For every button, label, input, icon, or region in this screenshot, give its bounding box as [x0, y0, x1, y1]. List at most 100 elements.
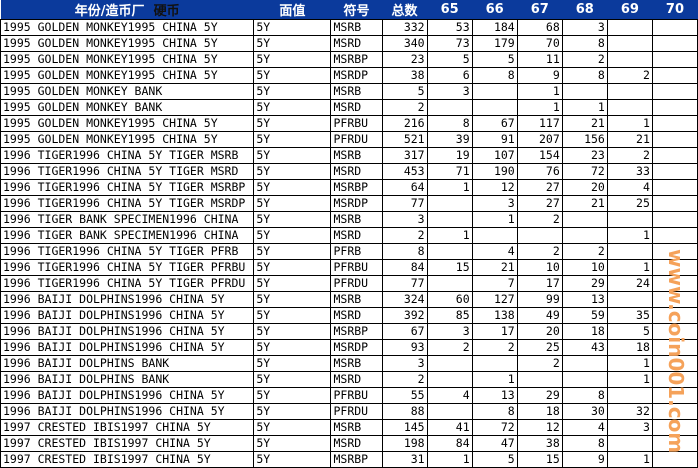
table-row[interactable]: 1995 GOLDEN MONKEY1995 CHINA 5Y 5Y MSRD 340…	[0, 35, 698, 52]
grade-67-cell[interactable]: 29	[516, 387, 563, 404]
table-row[interactable]: 1996 TIGER1996 CHINA 5Y TIGER MSRDP 5Y MSR…	[0, 195, 698, 212]
coin-cell[interactable]: 1996 TIGER BANK SPECIMEN1996 CHINA	[0, 211, 255, 228]
denom-cell[interactable]: 5Y	[253, 67, 332, 84]
grade-68-cell[interactable]	[561, 83, 608, 100]
grade-67-cell[interactable]	[516, 371, 563, 388]
symbol-cell[interactable]: PFRDU	[330, 403, 383, 420]
grade-65-cell[interactable]: 60	[426, 291, 473, 308]
total-cell[interactable]: 31	[381, 451, 428, 468]
denom-cell[interactable]: 5Y	[253, 387, 332, 404]
coin-cell[interactable]: 1996 BAIJI DOLPHINS1996 CHINA 5Y	[0, 291, 255, 308]
grade-67-cell[interactable]: 15	[516, 451, 563, 468]
symbol-cell[interactable]: MSRBP	[330, 179, 383, 196]
grade-70-cell[interactable]	[651, 323, 698, 340]
denom-cell[interactable]: 5Y	[253, 419, 332, 436]
grade-66-cell[interactable]: 1	[471, 371, 518, 388]
coin-cell[interactable]: 1995 GOLDEN MONKEY1995 CHINA 5Y	[0, 131, 255, 148]
header-grade[interactable]: 69	[607, 0, 653, 20]
header-coin[interactable]: 年份/造币厂 硬币	[0, 0, 254, 20]
coin-cell[interactable]: 1996 TIGER1996 CHINA 5Y TIGER MSRD	[0, 163, 255, 180]
grade-67-cell[interactable]: 1	[516, 83, 563, 100]
grade-68-cell[interactable]	[561, 355, 608, 372]
coin-cell[interactable]: 1996 BAIJI DOLPHINS1996 CHINA 5Y	[0, 307, 255, 324]
table-row[interactable]: 1996 TIGER1996 CHINA 5Y TIGER PFRDU 5Y PFR…	[0, 275, 698, 292]
total-cell[interactable]: 198	[381, 435, 428, 452]
table-row[interactable]: 1996 TIGER1996 CHINA 5Y TIGER MSRBP 5Y MSR…	[0, 179, 698, 196]
denom-cell[interactable]: 5Y	[253, 131, 332, 148]
grade-65-cell[interactable]: 5	[426, 51, 473, 68]
table-row[interactable]: 1997 CRESTED IBIS1997 CHINA 5Y 5Y MSRBP 31 1…	[0, 451, 698, 468]
grade-68-cell[interactable]: 8	[561, 67, 608, 84]
grade-65-cell[interactable]: 15	[426, 259, 473, 276]
grade-69-cell[interactable]: 25	[606, 195, 653, 212]
symbol-cell[interactable]: MSRB	[330, 355, 383, 372]
coin-cell[interactable]: 1996 TIGER BANK SPECIMEN1996 CHINA	[0, 227, 255, 244]
grade-67-cell[interactable]: 11	[516, 51, 563, 68]
grade-70-cell[interactable]	[651, 403, 698, 420]
grade-69-cell[interactable]: 1	[606, 355, 653, 372]
grade-67-cell[interactable]: 20	[516, 323, 563, 340]
grade-70-cell[interactable]	[651, 163, 698, 180]
coin-cell[interactable]: 1997 CRESTED IBIS1997 CHINA 5Y	[0, 451, 255, 468]
coin-cell[interactable]: 1995 GOLDEN MONKEY1995 CHINA 5Y	[0, 115, 255, 132]
grade-69-cell[interactable]: 4	[606, 179, 653, 196]
denom-cell[interactable]: 5Y	[253, 195, 332, 212]
coin-cell[interactable]: 1995 GOLDEN MONKEY BANK	[0, 99, 255, 116]
grade-66-cell[interactable]: 179	[471, 35, 518, 52]
coin-cell[interactable]: 1996 BAIJI DOLPHINS1996 CHINA 5Y	[0, 387, 255, 404]
grade-65-cell[interactable]	[426, 403, 473, 420]
symbol-cell[interactable]: MSRB	[330, 291, 383, 308]
total-cell[interactable]: 145	[381, 419, 428, 436]
grade-67-cell[interactable]: 1	[516, 99, 563, 116]
grade-69-cell[interactable]: 33	[606, 163, 653, 180]
coin-cell[interactable]: 1996 BAIJI DOLPHINS BANK	[0, 355, 255, 372]
grade-70-cell[interactable]	[651, 291, 698, 308]
grade-65-cell[interactable]: 8	[426, 115, 473, 132]
denom-cell[interactable]: 5Y	[253, 163, 332, 180]
header-grade[interactable]: 65	[427, 0, 473, 20]
denom-cell[interactable]: 5Y	[253, 323, 332, 340]
total-cell[interactable]: 23	[381, 51, 428, 68]
grade-69-cell[interactable]: 5	[606, 323, 653, 340]
coin-cell[interactable]: 1997 CRESTED IBIS1997 CHINA 5Y	[0, 435, 255, 452]
grade-68-cell[interactable]	[561, 371, 608, 388]
grade-66-cell[interactable]: 4	[471, 243, 518, 260]
symbol-cell[interactable]: MSRDP	[330, 195, 383, 212]
grade-68-cell[interactable]: 13	[561, 291, 608, 308]
grade-68-cell[interactable]	[561, 211, 608, 228]
grade-67-cell[interactable]: 76	[516, 163, 563, 180]
grade-65-cell[interactable]: 3	[426, 83, 473, 100]
grade-65-cell[interactable]: 41	[426, 419, 473, 436]
coin-cell[interactable]: 1995 GOLDEN MONKEY1995 CHINA 5Y	[0, 35, 255, 52]
grade-67-cell[interactable]: 49	[516, 307, 563, 324]
table-row[interactable]: 1997 CRESTED IBIS1997 CHINA 5Y 5Y MSRD 198 8…	[0, 435, 698, 452]
coin-cell[interactable]: 1995 GOLDEN MONKEY BANK	[0, 83, 255, 100]
grade-70-cell[interactable]	[651, 51, 698, 68]
grade-68-cell[interactable]: 18	[561, 323, 608, 340]
grade-65-cell[interactable]	[426, 211, 473, 228]
header-grade[interactable]: 68	[562, 0, 608, 20]
grade-65-cell[interactable]	[426, 195, 473, 212]
symbol-cell[interactable]: PFRBU	[330, 387, 383, 404]
denom-cell[interactable]: 5Y	[253, 147, 332, 164]
total-cell[interactable]: 77	[381, 275, 428, 292]
denom-cell[interactable]: 5Y	[253, 243, 332, 260]
grade-67-cell[interactable]: 70	[516, 35, 563, 52]
symbol-cell[interactable]: MSRD	[330, 371, 383, 388]
grade-66-cell[interactable]: 2	[471, 339, 518, 356]
grade-68-cell[interactable]: 156	[561, 131, 608, 148]
total-cell[interactable]: 324	[381, 291, 428, 308]
grade-69-cell[interactable]: 1	[606, 259, 653, 276]
denom-cell[interactable]: 5Y	[253, 99, 332, 116]
denom-cell[interactable]: 5Y	[253, 291, 332, 308]
grade-68-cell[interactable]	[561, 227, 608, 244]
table-row[interactable]: 1996 BAIJI DOLPHINS BANK 5Y MSRB 3 2 1	[0, 355, 698, 372]
symbol-cell[interactable]: MSRBP	[330, 451, 383, 468]
grade-68-cell[interactable]: 10	[561, 259, 608, 276]
grade-68-cell[interactable]: 30	[561, 403, 608, 420]
grade-67-cell[interactable]: 68	[516, 19, 563, 36]
denom-cell[interactable]: 5Y	[253, 403, 332, 420]
denom-cell[interactable]: 5Y	[253, 51, 332, 68]
grade-69-cell[interactable]	[606, 83, 653, 100]
grade-69-cell[interactable]	[606, 19, 653, 36]
